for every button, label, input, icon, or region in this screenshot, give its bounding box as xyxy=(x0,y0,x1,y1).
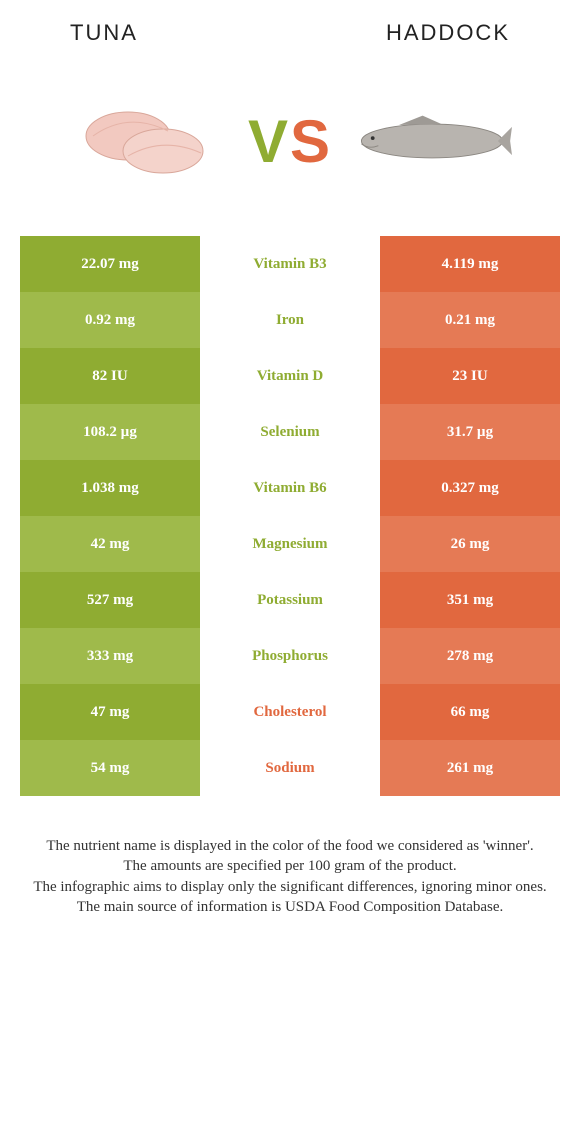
nutrient-name-cell: Sodium xyxy=(200,740,380,796)
vs-row: VS xyxy=(20,86,560,196)
right-value-cell: 0.327 mg xyxy=(380,460,560,516)
table-row: 527 mgPotassium351 mg xyxy=(20,572,560,628)
nutrient-name-cell: Vitamin D xyxy=(200,348,380,404)
vs-s-letter: S xyxy=(290,108,332,175)
header-row: Tuna Haddock xyxy=(20,20,560,56)
footer-line-2: The amounts are specified per 100 gram o… xyxy=(30,856,550,876)
right-value-cell: 4.119 mg xyxy=(380,236,560,292)
footer-text: The nutrient name is displayed in the co… xyxy=(20,796,560,917)
left-value-cell: 527 mg xyxy=(20,572,200,628)
haddock-image xyxy=(352,86,512,196)
right-value-cell: 261 mg xyxy=(380,740,560,796)
left-value-cell: 42 mg xyxy=(20,516,200,572)
table-row: 1.038 mgVitamin B60.327 mg xyxy=(20,460,560,516)
left-value-cell: 333 mg xyxy=(20,628,200,684)
right-value-cell: 66 mg xyxy=(380,684,560,740)
nutrient-name-cell: Cholesterol xyxy=(200,684,380,740)
footer-line-4: The main source of information is USDA F… xyxy=(30,897,550,917)
haddock-icon xyxy=(352,106,512,176)
left-value-cell: 0.92 mg xyxy=(20,292,200,348)
right-value-cell: 0.21 mg xyxy=(380,292,560,348)
left-value-cell: 1.038 mg xyxy=(20,460,200,516)
table-row: 42 mgMagnesium26 mg xyxy=(20,516,560,572)
left-value-cell: 82 IU xyxy=(20,348,200,404)
right-value-cell: 26 mg xyxy=(380,516,560,572)
vs-label: VS xyxy=(248,107,332,176)
left-food-title: Tuna xyxy=(70,20,138,46)
right-food-title: Haddock xyxy=(386,20,510,46)
table-row: 54 mgSodium261 mg xyxy=(20,740,560,796)
table-row: 82 IUVitamin D23 IU xyxy=(20,348,560,404)
infographic-container: Tuna Haddock VS 22.07 mgVitamin B34.11 xyxy=(0,0,580,917)
tuna-icon xyxy=(73,91,223,191)
right-value-cell: 31.7 µg xyxy=(380,404,560,460)
right-value-cell: 23 IU xyxy=(380,348,560,404)
right-value-cell: 278 mg xyxy=(380,628,560,684)
left-value-cell: 54 mg xyxy=(20,740,200,796)
nutrient-name-cell: Vitamin B6 xyxy=(200,460,380,516)
table-row: 47 mgCholesterol66 mg xyxy=(20,684,560,740)
left-value-cell: 108.2 µg xyxy=(20,404,200,460)
nutrient-table: 22.07 mgVitamin B34.119 mg0.92 mgIron0.2… xyxy=(20,236,560,796)
footer-line-1: The nutrient name is displayed in the co… xyxy=(30,836,550,856)
nutrient-name-cell: Vitamin B3 xyxy=(200,236,380,292)
table-row: 0.92 mgIron0.21 mg xyxy=(20,292,560,348)
nutrient-name-cell: Phosphorus xyxy=(200,628,380,684)
table-row: 333 mgPhosphorus278 mg xyxy=(20,628,560,684)
nutrient-name-cell: Selenium xyxy=(200,404,380,460)
right-value-cell: 351 mg xyxy=(380,572,560,628)
table-row: 108.2 µgSelenium31.7 µg xyxy=(20,404,560,460)
table-row: 22.07 mgVitamin B34.119 mg xyxy=(20,236,560,292)
nutrient-name-cell: Potassium xyxy=(200,572,380,628)
nutrient-name-cell: Iron xyxy=(200,292,380,348)
vs-v-letter: V xyxy=(248,108,290,175)
left-value-cell: 22.07 mg xyxy=(20,236,200,292)
tuna-image xyxy=(68,86,228,196)
left-value-cell: 47 mg xyxy=(20,684,200,740)
nutrient-name-cell: Magnesium xyxy=(200,516,380,572)
footer-line-3: The infographic aims to display only the… xyxy=(30,877,550,897)
